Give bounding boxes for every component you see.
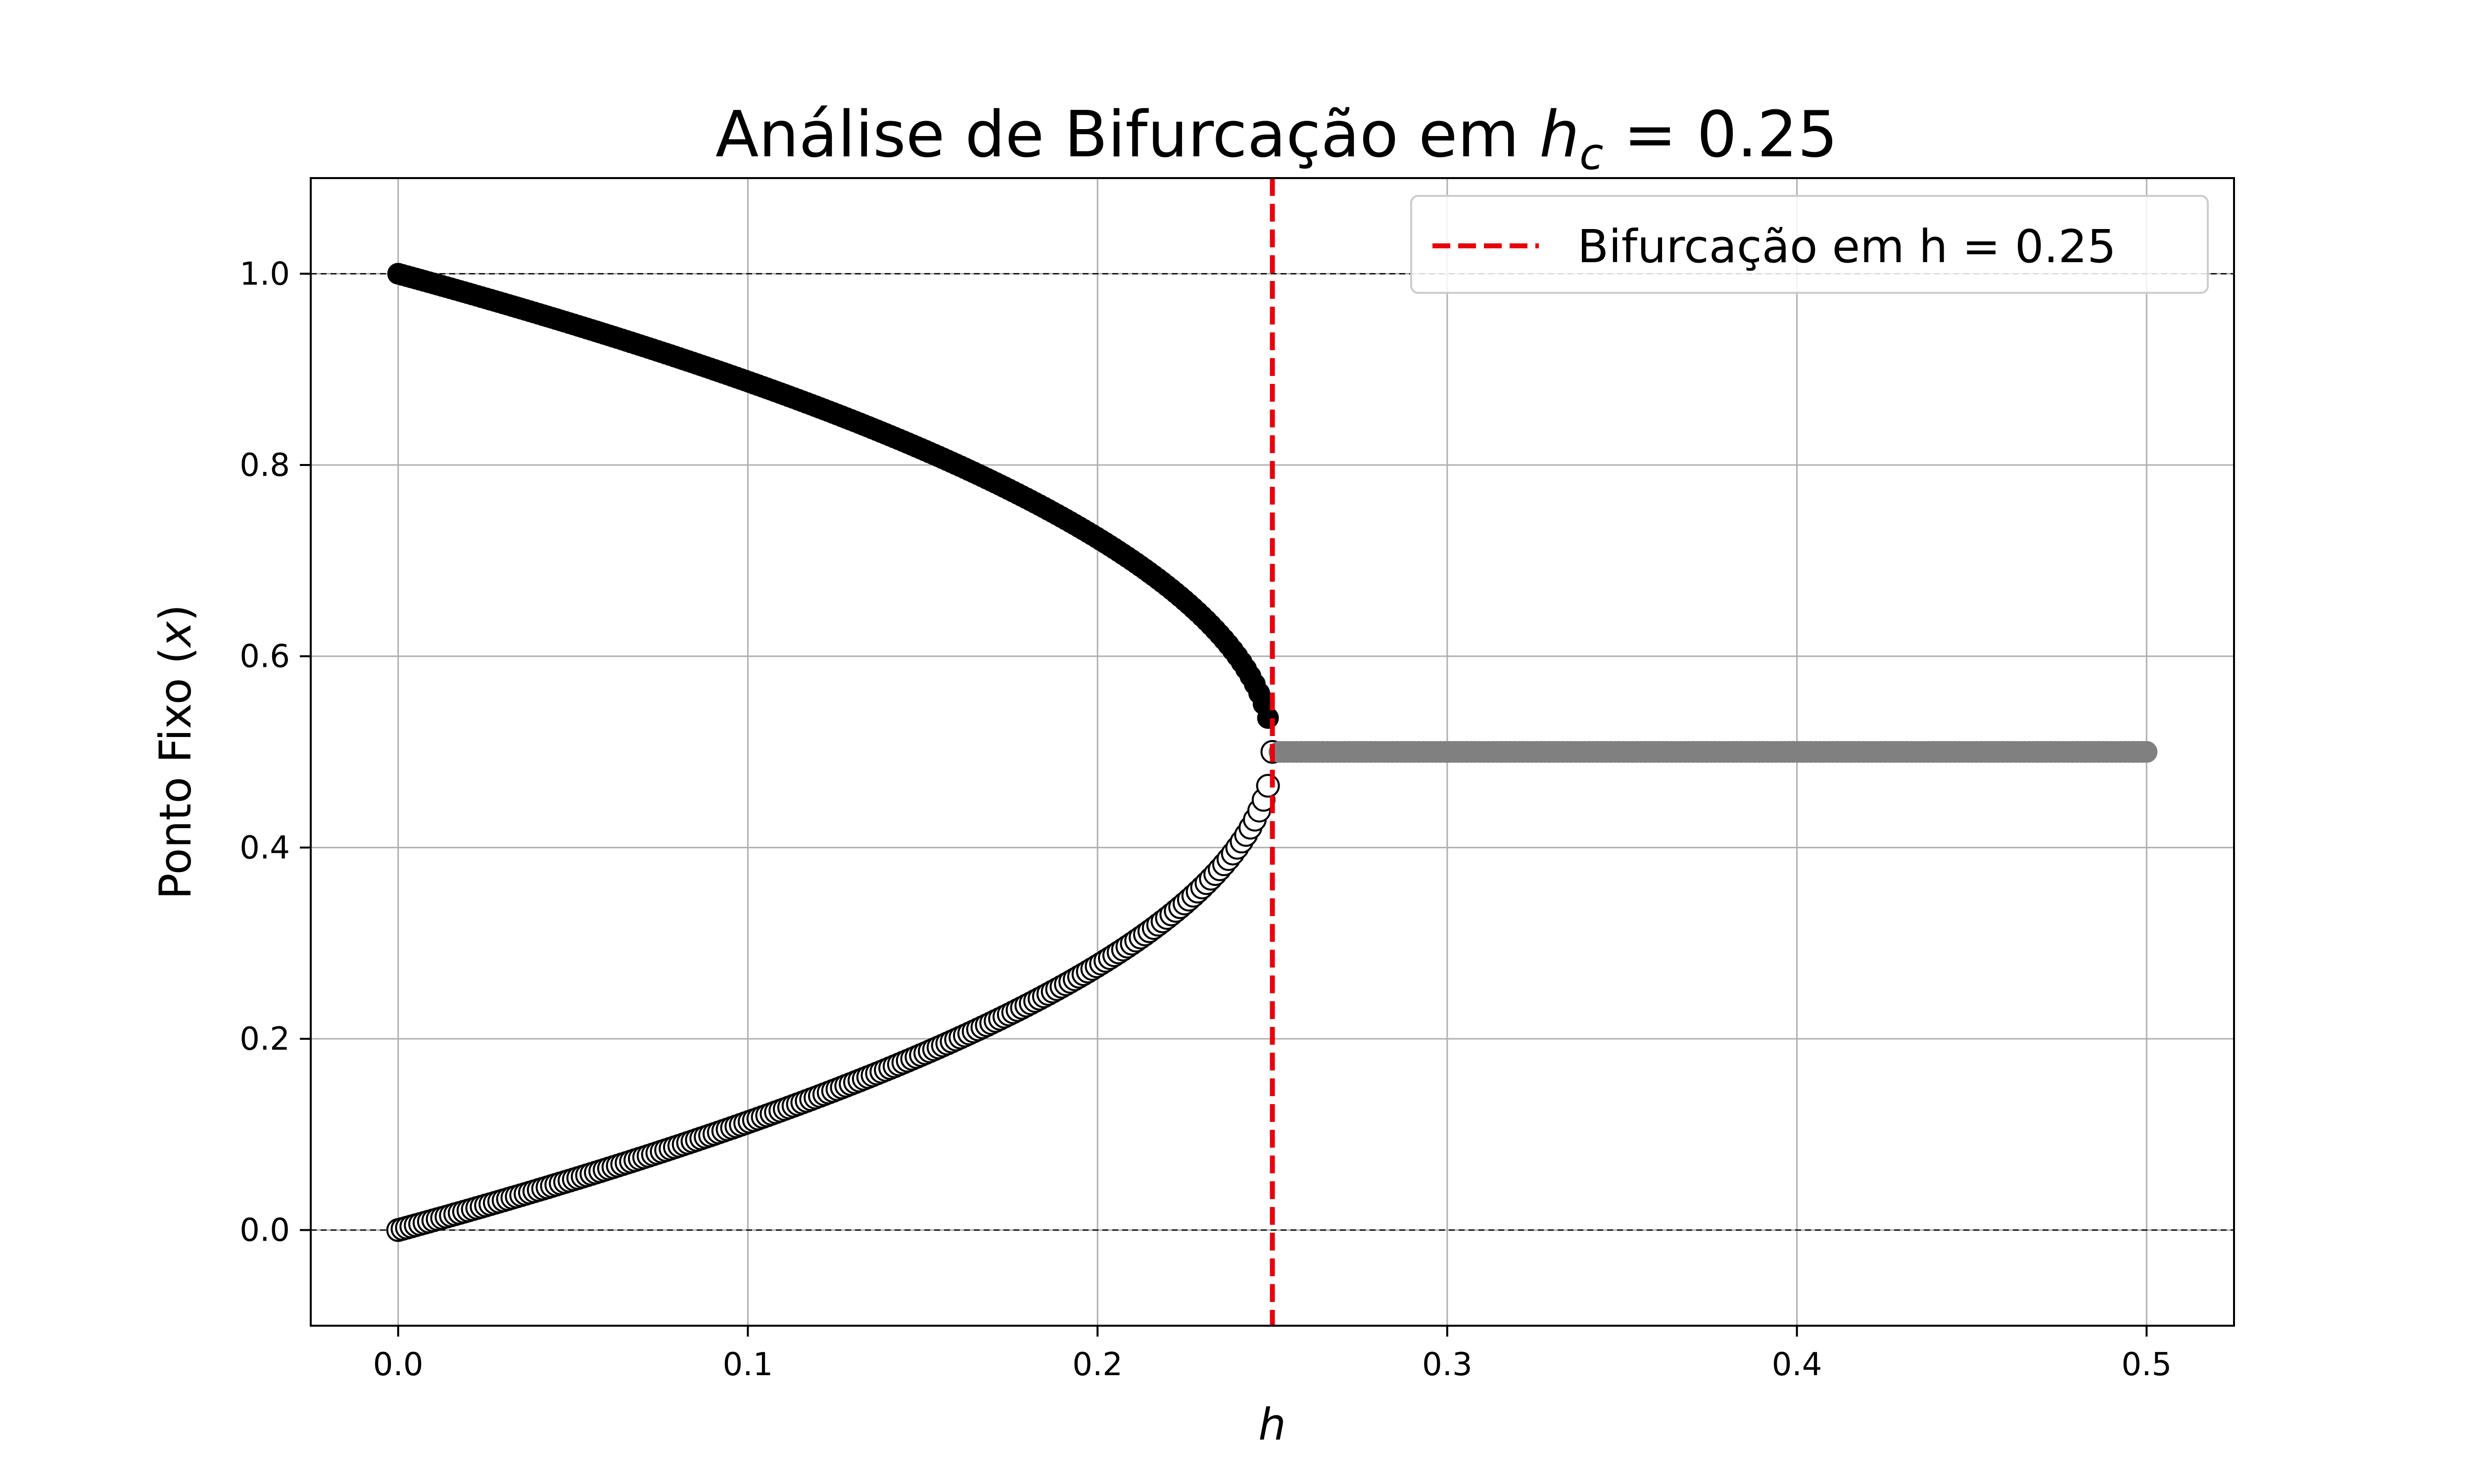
x-tick-label: 0.4 (1772, 1346, 1822, 1383)
y-tick-label: 0.0 (239, 1212, 290, 1249)
series-no-fixed-point (1268, 741, 2158, 763)
x-axis-label: h (1258, 1399, 1286, 1450)
x-tick-label: 0.3 (1422, 1346, 1473, 1383)
chart-title: Análise de Bifurcação em hc = 0.25 (715, 98, 1838, 180)
no-fixed-point-point (2136, 741, 2158, 763)
unstable-branch-point (1256, 774, 1280, 798)
y-tick-label: 1.0 (239, 256, 290, 292)
x-tick-label: 0.1 (723, 1346, 773, 1383)
y-axis-ticks: 0.0 0.2 0.4 0.6 0.8 1.0 (239, 256, 311, 1249)
series-stable-branch (387, 263, 1284, 763)
x-axis-ticks: 0.0 0.1 0.2 0.3 0.4 0.5 (373, 1326, 2172, 1383)
x-tick-label: 0.0 (373, 1346, 424, 1383)
legend-box (1410, 195, 2209, 294)
series-unstable-branch (386, 740, 1285, 1242)
legend: Bifurcação em h = 0.25 (1410, 195, 2209, 294)
x-tick-label: 0.5 (2121, 1346, 2172, 1383)
y-axis-label: Ponto Fixo (x) (150, 604, 201, 899)
plot-frame (310, 177, 2235, 1327)
data-points (386, 263, 2158, 1242)
y-tick-label: 0.2 (239, 1021, 290, 1058)
y-tick-label: 0.8 (239, 447, 290, 484)
x-tick-label: 0.2 (1072, 1346, 1123, 1383)
y-tick-label: 0.4 (239, 830, 290, 866)
stable-branch-point (1257, 707, 1279, 729)
reference-lines (311, 273, 2234, 1231)
legend-bifurcation-label: Bifurcação em h = 0.25 (1577, 220, 2116, 273)
y-tick-label: 0.6 (239, 639, 290, 675)
